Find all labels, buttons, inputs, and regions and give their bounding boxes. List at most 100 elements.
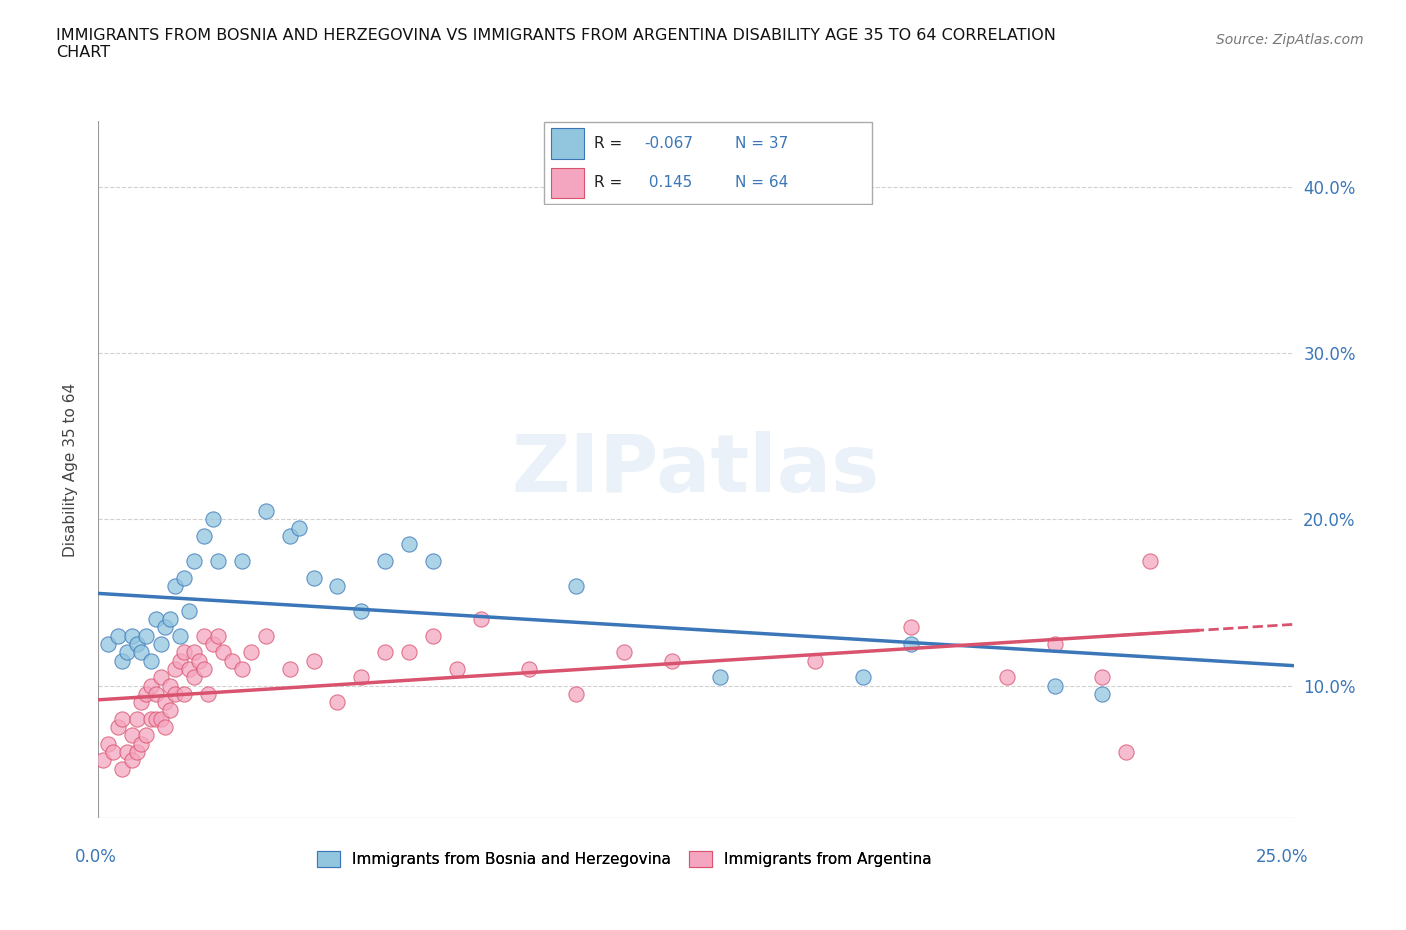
Point — [231, 661, 253, 676]
Point — [211, 644, 233, 659]
Point — [350, 670, 373, 684]
Point — [173, 644, 195, 659]
Point — [121, 753, 143, 768]
Text: 25.0%: 25.0% — [1256, 848, 1308, 866]
Point — [1043, 678, 1066, 693]
Legend: Immigrants from Bosnia and Herzegovina, Immigrants from Argentina: Immigrants from Bosnia and Herzegovina, … — [311, 845, 938, 873]
Point — [1139, 553, 1161, 568]
Text: R =: R = — [595, 175, 627, 190]
Point — [350, 604, 373, 618]
Point — [149, 670, 172, 684]
Point — [207, 553, 229, 568]
Point — [709, 670, 731, 684]
Point — [125, 637, 148, 652]
Text: N = 37: N = 37 — [735, 136, 787, 151]
Point — [852, 670, 875, 684]
Point — [193, 528, 215, 543]
Point — [398, 644, 420, 659]
Point — [173, 686, 195, 701]
Text: R =: R = — [595, 136, 627, 151]
Point — [97, 637, 120, 652]
Point — [159, 703, 181, 718]
Point — [221, 653, 243, 668]
Text: 0.145: 0.145 — [644, 175, 693, 190]
Point — [302, 570, 325, 585]
Point — [183, 644, 205, 659]
Text: -0.067: -0.067 — [644, 136, 693, 151]
Point — [995, 670, 1018, 684]
Point — [155, 620, 177, 635]
Point — [288, 521, 311, 536]
Point — [125, 711, 148, 726]
Point — [163, 661, 186, 676]
Point — [91, 753, 114, 768]
Point — [1091, 686, 1114, 701]
Point — [163, 686, 186, 701]
Point — [565, 686, 588, 701]
Point — [145, 612, 167, 627]
Point — [131, 644, 153, 659]
Point — [111, 761, 134, 776]
Point — [159, 678, 181, 693]
Text: IMMIGRANTS FROM BOSNIA AND HERZEGOVINA VS IMMIGRANTS FROM ARGENTINA DISABILITY A: IMMIGRANTS FROM BOSNIA AND HERZEGOVINA V… — [56, 28, 1056, 60]
Point — [398, 537, 420, 551]
Point — [183, 670, 205, 684]
Point — [173, 570, 195, 585]
Text: ZIPatlas: ZIPatlas — [512, 431, 880, 509]
Point — [1115, 745, 1137, 760]
Point — [202, 637, 225, 652]
Point — [193, 661, 215, 676]
Point — [446, 661, 468, 676]
Point — [139, 711, 162, 726]
Point — [179, 604, 201, 618]
Point — [121, 728, 143, 743]
Point — [900, 637, 922, 652]
Point — [149, 711, 172, 726]
Point — [107, 720, 129, 735]
Point — [169, 653, 191, 668]
Point — [207, 629, 229, 644]
Point — [145, 686, 167, 701]
Point — [145, 711, 167, 726]
Point — [155, 695, 177, 710]
Point — [115, 644, 138, 659]
Point — [565, 578, 588, 593]
Point — [107, 629, 129, 644]
Point — [374, 553, 396, 568]
Point — [159, 612, 181, 627]
Point — [1091, 670, 1114, 684]
Point — [374, 644, 396, 659]
Point — [169, 629, 191, 644]
Point — [804, 653, 827, 668]
Point — [613, 644, 636, 659]
Point — [115, 745, 138, 760]
Point — [422, 629, 444, 644]
Point — [254, 504, 277, 519]
Point — [193, 629, 215, 644]
FancyBboxPatch shape — [551, 128, 583, 158]
Point — [125, 745, 148, 760]
Point — [121, 629, 143, 644]
Point — [422, 553, 444, 568]
Point — [661, 653, 683, 668]
Point — [326, 695, 349, 710]
Point — [183, 553, 205, 568]
Point — [155, 720, 177, 735]
Point — [187, 653, 209, 668]
Point — [97, 737, 120, 751]
Point — [254, 629, 277, 644]
Text: 0.0%: 0.0% — [75, 848, 117, 866]
Text: N = 64: N = 64 — [735, 175, 787, 190]
FancyBboxPatch shape — [551, 167, 583, 198]
Point — [149, 637, 172, 652]
Point — [278, 661, 301, 676]
Point — [139, 653, 162, 668]
Point — [135, 629, 157, 644]
Text: Source: ZipAtlas.com: Source: ZipAtlas.com — [1216, 33, 1364, 46]
Point — [111, 653, 134, 668]
Point — [135, 728, 157, 743]
Point — [163, 578, 186, 593]
Point — [197, 686, 219, 701]
Point — [131, 695, 153, 710]
Y-axis label: Disability Age 35 to 64: Disability Age 35 to 64 — [63, 382, 77, 557]
